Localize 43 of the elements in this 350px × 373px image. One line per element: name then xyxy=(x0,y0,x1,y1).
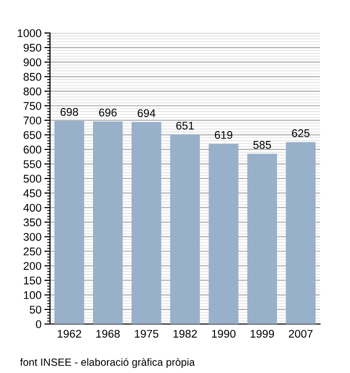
y-tick-label: 200 xyxy=(24,262,42,270)
bar xyxy=(54,120,84,324)
y-tick-label: 300 xyxy=(24,232,42,241)
y-tick-label: 800 xyxy=(24,87,42,96)
bar xyxy=(208,144,238,324)
y-tick-label: 550 xyxy=(24,160,42,168)
data-label: 651 xyxy=(176,122,194,130)
y-tick-label: 900 xyxy=(24,58,42,66)
y-tick-label: 150 xyxy=(24,276,42,284)
y-tick-label: 950 xyxy=(24,44,42,52)
y-tick-label: 650 xyxy=(24,131,42,139)
x-tick-label: 1982 xyxy=(173,330,197,338)
text: font INSEE - elaboració gràfica pròpia xyxy=(20,358,195,368)
x-tick-label: 1975 xyxy=(134,330,158,338)
bar xyxy=(247,154,277,324)
y-tick-label: 750 xyxy=(24,102,42,110)
x-tick-label: 1990 xyxy=(212,330,236,338)
bar xyxy=(132,122,162,324)
y-tick-label: 700 xyxy=(24,116,42,124)
x-tick-label: 1999 xyxy=(250,330,274,338)
x-tick-label: 1968 xyxy=(96,330,120,338)
y-tick-label: 50 xyxy=(30,306,42,314)
y-tick-label: 500 xyxy=(24,174,42,183)
x-tick-label: 2007 xyxy=(288,330,313,338)
bar xyxy=(170,134,200,324)
y-tick-label: 100 xyxy=(24,291,42,300)
y-tick-label: 400 xyxy=(23,204,42,212)
data-label: 698 xyxy=(60,108,78,116)
y-tick-label: 350 xyxy=(24,218,42,226)
data-label: 585 xyxy=(253,140,271,149)
y-tick-label: 850 xyxy=(24,72,42,81)
data-label: 625 xyxy=(292,129,310,138)
y-tick-label: 1000 xyxy=(18,29,42,38)
y-tick-label: 450 xyxy=(23,189,42,198)
y-tick-label: 0 xyxy=(36,320,42,328)
bar xyxy=(286,142,316,324)
y-tick-label: 250 xyxy=(24,248,42,256)
bar xyxy=(93,121,123,324)
data-label: 619 xyxy=(214,131,232,139)
data-label: 696 xyxy=(99,108,117,116)
x-tick-label: 1962 xyxy=(58,330,82,338)
y-tick-label: 600 xyxy=(24,146,42,154)
data-label: 694 xyxy=(138,109,156,118)
